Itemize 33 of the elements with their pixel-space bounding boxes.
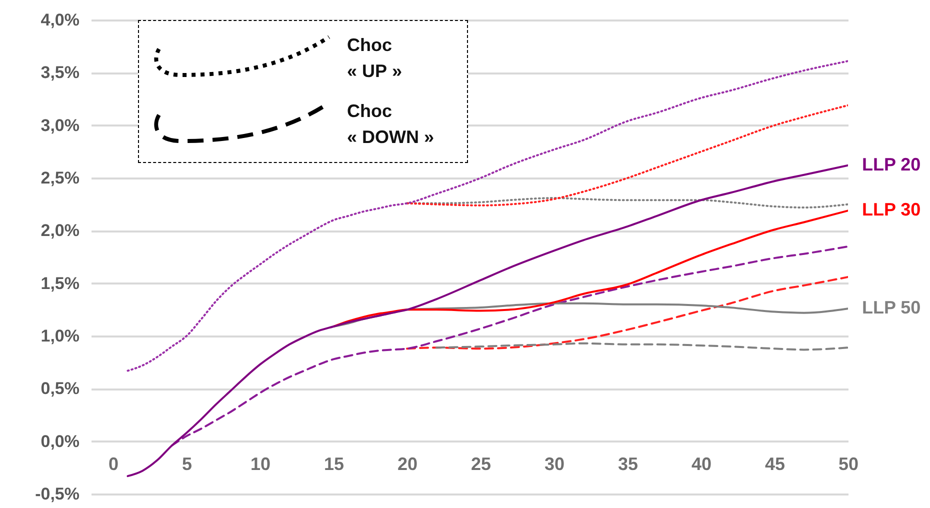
series-label: LLP 50 (862, 298, 921, 318)
y-tick-label: 1,5% (40, 274, 80, 293)
x-tick-label: 5 (182, 454, 192, 474)
line-series (332, 210, 848, 328)
line-series (126, 60, 848, 372)
annotation: Choc « UP » (347, 34, 402, 83)
annotation: Choc « DOWN » (347, 100, 434, 149)
y-tick-label: -0,5% (35, 484, 80, 504)
line-series (332, 302, 848, 328)
line-series (170, 245, 848, 447)
y-tick-label: 1,0% (40, 326, 80, 346)
line-series (406, 276, 848, 350)
x-tick-label: 30 (544, 454, 565, 474)
series-label: LLP 30 (862, 200, 921, 220)
y-tick-label: 0,5% (40, 379, 80, 398)
y-tick-label: 3,0% (40, 116, 80, 135)
x-tick-label: 40 (691, 454, 712, 474)
x-tick-label: 0 (108, 454, 119, 474)
x-tick-label: 10 (250, 454, 271, 474)
legend-box: Choc « UP » Choc « DOWN » (138, 20, 468, 163)
series-label: LLP 20 (862, 154, 921, 174)
x-tick-label: 50 (838, 454, 859, 474)
line-series (435, 342, 848, 351)
y-tick-label: 2,0% (40, 221, 80, 240)
x-tick-label: 15 (324, 454, 344, 474)
x-tick-label: 35 (618, 454, 638, 474)
y-tick-label: 4,0% (40, 10, 80, 30)
y-tick-label: 3,5% (40, 63, 80, 82)
x-tick-label: 20 (398, 454, 418, 474)
x-tick-label: 25 (471, 454, 492, 474)
y-tick-label: 2,5% (40, 168, 80, 188)
x-tick-label: 45 (764, 454, 786, 474)
y-tick-label: 0,0% (40, 432, 80, 451)
